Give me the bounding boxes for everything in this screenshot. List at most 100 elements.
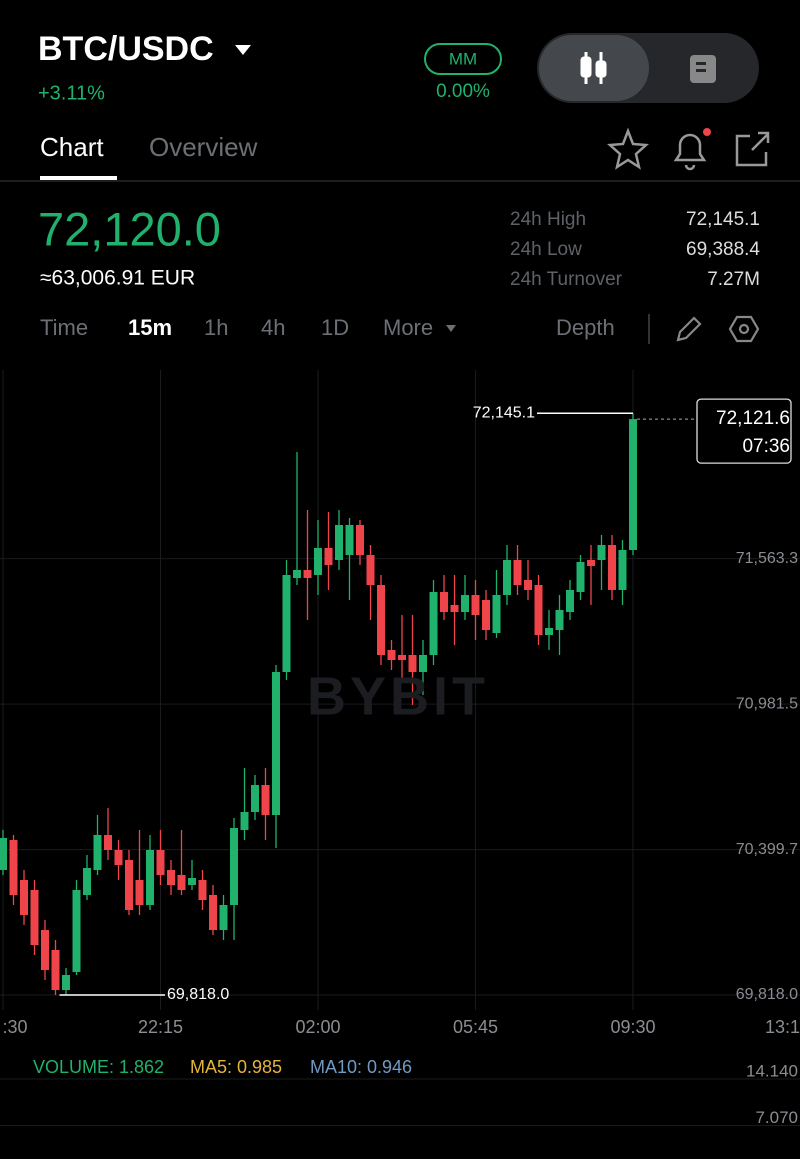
alert-dot	[703, 128, 711, 136]
candle-body	[377, 585, 385, 655]
x-tick-label: 22:15	[138, 1017, 183, 1037]
candle-body	[93, 835, 102, 870]
candle-body	[282, 575, 291, 672]
candle-body	[114, 850, 123, 865]
candle-body	[335, 525, 343, 560]
tab-underline	[40, 176, 117, 180]
interval[interactable]: 1h	[204, 315, 228, 340]
candle-body	[9, 840, 18, 895]
candle-body	[293, 570, 301, 578]
stat-label: 24h Turnover	[510, 269, 623, 290]
candle-body	[524, 580, 532, 590]
candle-body	[513, 560, 522, 585]
candle-body	[303, 570, 312, 578]
x-tick-label: 13:1	[765, 1017, 800, 1037]
stat-label: 24h Low	[510, 239, 582, 260]
candle-body	[62, 975, 70, 990]
depth-tab[interactable]: Depth	[556, 315, 615, 340]
interval[interactable]: 1D	[321, 315, 349, 340]
info-view-button[interactable]	[690, 55, 716, 83]
min-marker-label: 69,818.0	[167, 986, 229, 1003]
candle-body	[272, 672, 280, 815]
candle-body	[419, 655, 427, 672]
last-price: 72,120.0	[38, 202, 221, 255]
candle-body	[41, 930, 49, 970]
candle-body	[608, 545, 616, 590]
mm-label[interactable]: MM	[449, 49, 477, 68]
current-price-label: 72,121.6	[716, 408, 790, 429]
interval[interactable]: 15m	[128, 315, 172, 340]
candle-body	[240, 812, 249, 830]
candle-body	[366, 555, 375, 585]
candlestick-chart: 69,818.0 70,399.7 70,981.5 71,563.3 :30 22:15…	[0, 370, 800, 1037]
candle-body	[566, 590, 574, 612]
candle-body	[209, 895, 217, 930]
candle-body	[146, 850, 154, 905]
candle-body	[177, 875, 186, 890]
stat-value: 72,145.1	[686, 209, 760, 230]
candle-body	[576, 562, 585, 592]
pair[interactable]: BTC/USDC	[38, 30, 214, 68]
candle-body	[324, 548, 333, 565]
candle-icon	[580, 52, 607, 84]
x-tick-label: 05:45	[453, 1017, 498, 1037]
candle-body	[198, 880, 207, 900]
share-icon[interactable]	[735, 131, 770, 167]
y-tick-label: 14.140	[746, 1061, 798, 1080]
mm-badge[interactable]	[424, 43, 502, 75]
candle-body	[0, 838, 7, 870]
x-tick-label: 09:30	[610, 1017, 655, 1037]
candle-body	[398, 655, 406, 660]
more-caret	[446, 325, 456, 332]
candle-body	[440, 592, 448, 612]
candle-body	[188, 878, 196, 885]
candle-body	[471, 595, 480, 615]
settings-icon[interactable]	[728, 315, 760, 343]
y-tick-label: 70,399.7	[736, 841, 798, 858]
candle-body	[429, 592, 438, 655]
y-tick-label: 7.070	[755, 1108, 798, 1127]
candle-body	[555, 610, 564, 630]
candle-body	[20, 880, 28, 915]
draw-icon[interactable]	[676, 316, 702, 342]
candle-body	[461, 595, 469, 612]
watermark: BYBIT	[307, 666, 489, 726]
alert-icon[interactable]	[673, 133, 707, 171]
y-tick-label: 70,981.5	[736, 695, 798, 712]
mm-value: 0.00%	[436, 81, 490, 102]
favorite-icon[interactable]	[606, 127, 650, 170]
ma10-label: MA10: 0.946	[310, 1057, 412, 1077]
candle-body	[30, 890, 39, 945]
change: +3.11%	[38, 82, 105, 104]
stat-label: 24h High	[510, 209, 586, 230]
ma5-label: MA5: 0.985	[190, 1057, 282, 1077]
candle-body	[314, 548, 322, 575]
candle-body	[251, 785, 259, 812]
candle-body	[587, 560, 595, 566]
tab[interactable]: Chart	[40, 132, 104, 162]
interval: Time	[40, 315, 88, 340]
candle-body	[135, 880, 144, 905]
chart-view-button[interactable]	[539, 35, 649, 101]
candle-body	[51, 950, 60, 990]
candle-body	[167, 870, 175, 885]
y-tick-label: 71,563.3	[736, 550, 798, 567]
candle-body	[492, 595, 501, 633]
x-tick-label: 02:00	[295, 1017, 340, 1037]
candle-body	[618, 550, 627, 590]
pair-dropdown[interactable]	[235, 45, 251, 55]
interval[interactable]: 4h	[261, 315, 285, 340]
x-tick-label: :30	[2, 1017, 27, 1037]
max-marker-label: 72,145.1	[473, 404, 535, 421]
candle-body	[387, 650, 396, 660]
interval[interactable]: More	[383, 315, 433, 340]
candle-body	[545, 628, 553, 635]
tab[interactable]: Overview	[149, 132, 258, 162]
candle-body	[597, 545, 606, 560]
candle-body	[629, 419, 637, 550]
candle-body	[408, 655, 417, 672]
